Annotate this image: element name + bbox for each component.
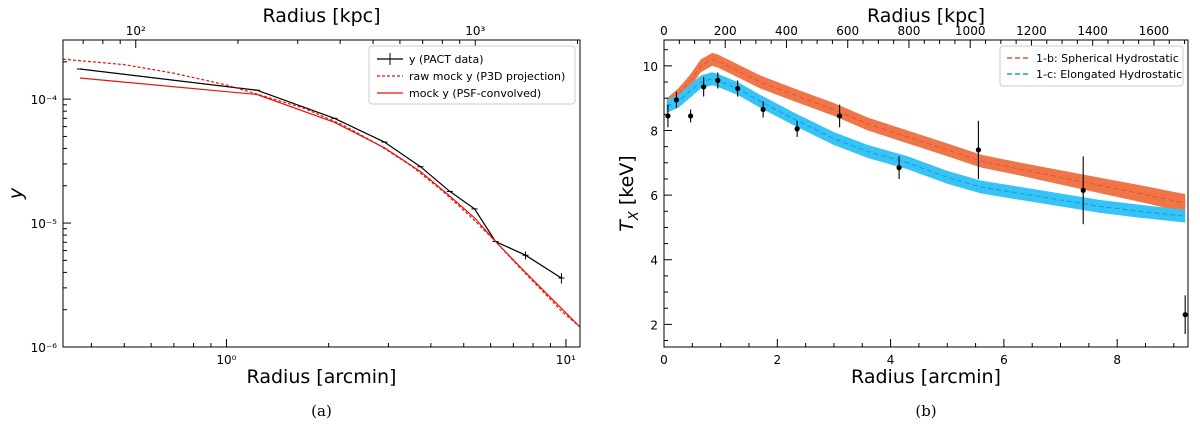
top-tick-label: 1600 — [1139, 24, 1170, 38]
model-line-0 — [666, 58, 1186, 204]
x-tick-label: 10¹ — [556, 353, 576, 367]
y-axis-title: TX [keV] — [616, 155, 642, 231]
x-tick-label: 8 — [1113, 353, 1121, 367]
legend-a: y (PACT data) raw mock y (P3D projection)… — [368, 45, 576, 105]
series-line-2 — [79, 77, 580, 328]
data-point — [735, 85, 741, 92]
data-point — [701, 84, 707, 90]
y-tick-label: 10⁻⁶ — [31, 341, 58, 355]
x-tick-label: 0 — [660, 353, 668, 367]
legend-box-a — [368, 45, 576, 105]
plot-frame-a — [62, 39, 581, 348]
data-point — [896, 165, 902, 171]
top-tick-label: 200 — [714, 24, 737, 38]
y-tick-label: 10 — [643, 60, 658, 74]
x-tick-label: 10⁰ — [216, 353, 236, 367]
legend-box-b — [999, 45, 1184, 87]
legend-label: 1-b: Spherical Hydrostatic — [1036, 52, 1179, 65]
top-tick-label: 1200 — [1016, 24, 1047, 38]
series-line-0 — [79, 68, 562, 279]
legend-label: y (PACT data) — [409, 53, 484, 66]
legend-label: raw mock y (P3D projection) — [409, 70, 565, 83]
y-tick-label: 4 — [650, 254, 658, 268]
data-point — [673, 97, 680, 103]
confidence-band-0 — [666, 52, 1186, 213]
model-line-1 — [666, 78, 1186, 217]
data-point — [688, 113, 694, 119]
y-tick-label: 2 — [650, 318, 658, 332]
x-tick-label: 4 — [887, 353, 895, 367]
data-point — [837, 113, 843, 119]
data-point — [1080, 187, 1086, 193]
y-axis-title: y — [5, 187, 27, 200]
legend-label: 1-c: Elongated Hydrostatic — [1036, 68, 1182, 81]
top-tick-label: 600 — [836, 24, 859, 38]
legend-label: mock y (PSF-convolved) — [409, 87, 541, 100]
plot-frame-b — [663, 39, 1189, 348]
panel-a: 10⁰ 10¹ 10⁻⁶ 10⁻⁵ 10⁻⁴ 10² 10³ Radius [arcmin] R… — [5, 5, 581, 420]
x-tick-label: 6 — [1000, 353, 1008, 367]
data-point — [760, 106, 766, 113]
data-point — [1182, 312, 1188, 318]
top-tick-label: 1400 — [1077, 24, 1108, 38]
panel-b: 0 2 4 6 8 2 4 6 8 10 0 200 400 600 800 1000 1200 1400 1600… — [616, 5, 1189, 420]
top-tick-label: 10² — [126, 24, 146, 38]
top-tick-label: 10³ — [465, 24, 485, 38]
caption-b: (b) — [915, 402, 936, 420]
x-tick-label: 2 — [773, 353, 781, 367]
y-tick-label: 10⁻⁵ — [31, 217, 58, 231]
data-point — [715, 77, 721, 83]
y-tick-label: 8 — [650, 124, 658, 138]
data-point — [794, 126, 800, 132]
top-axis-title: Radius [kpc] — [867, 5, 985, 27]
y-tick-label: 10⁻⁴ — [31, 93, 58, 107]
data-point — [975, 147, 982, 153]
top-tick-label: 1000 — [955, 24, 986, 38]
x-axis-title: Radius [arcmin] — [247, 366, 397, 388]
top-tick-label: 400 — [775, 24, 798, 38]
legend-b: 1-b: Spherical Hydrostatic 1-c: Elongated… — [999, 45, 1184, 87]
top-tick-label: 0 — [660, 24, 668, 38]
caption-a: (a) — [311, 402, 332, 420]
confidence-band-1 — [666, 72, 1186, 223]
x-axis-title: Radius [arcmin] — [851, 366, 1001, 388]
top-tick-label: 800 — [898, 24, 921, 38]
y-tick-label: 6 — [650, 189, 658, 203]
top-axis-title: Radius [kpc] — [262, 5, 380, 27]
